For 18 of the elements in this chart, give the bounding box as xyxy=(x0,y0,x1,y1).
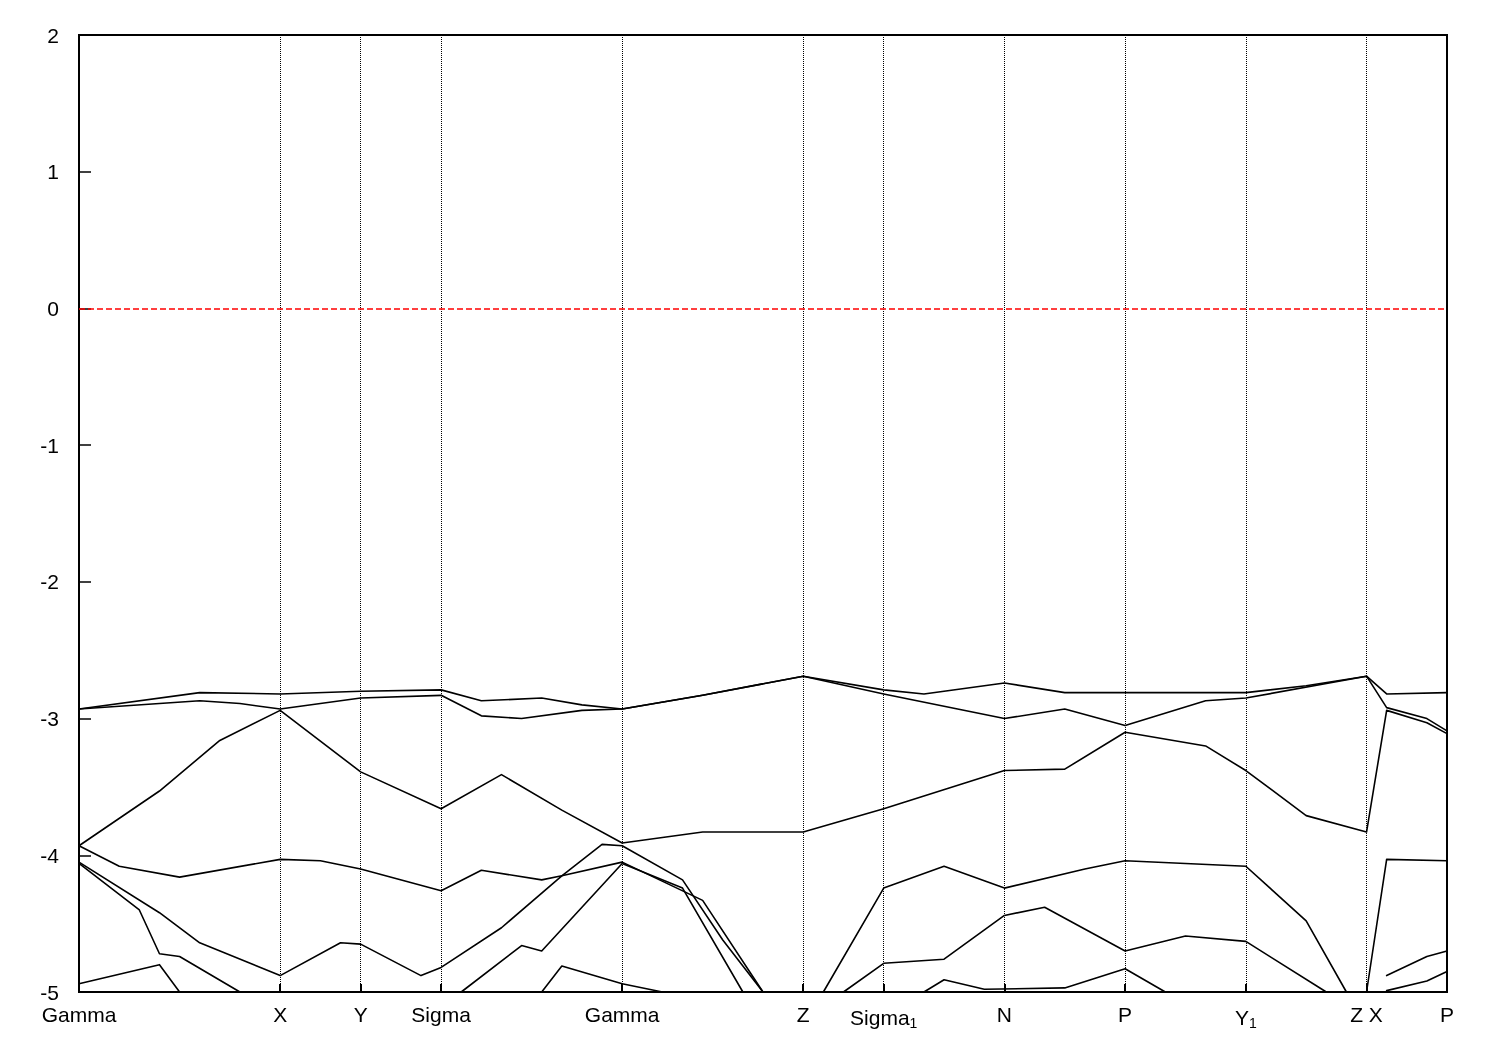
y-tick-label: -1 xyxy=(40,433,59,457)
y-tick-label: -4 xyxy=(40,843,60,867)
x-tick-label: Z X xyxy=(1350,1003,1383,1026)
x-tick-label: Gamma xyxy=(41,1003,117,1026)
x-tick-label: X xyxy=(273,1003,288,1026)
x-tick-label: N xyxy=(996,1003,1012,1026)
y-tick-label: -5 xyxy=(40,980,59,1004)
y-tick-label: 1 xyxy=(47,160,59,184)
x-tick-label: P xyxy=(1439,1003,1455,1026)
x-tick-label: Gamma xyxy=(584,1003,660,1026)
x-tick-label: P xyxy=(1118,1003,1133,1026)
x-tick-label: Sigma xyxy=(411,1003,472,1026)
y-tick-label: 2 xyxy=(47,23,59,47)
y-tick-label: -2 xyxy=(40,570,59,594)
x-tick-label: Z xyxy=(796,1003,810,1026)
y-tick-label: -3 xyxy=(40,707,59,731)
y-tick-label: 0 xyxy=(47,296,59,320)
x-tick-label: Y xyxy=(353,1003,368,1026)
